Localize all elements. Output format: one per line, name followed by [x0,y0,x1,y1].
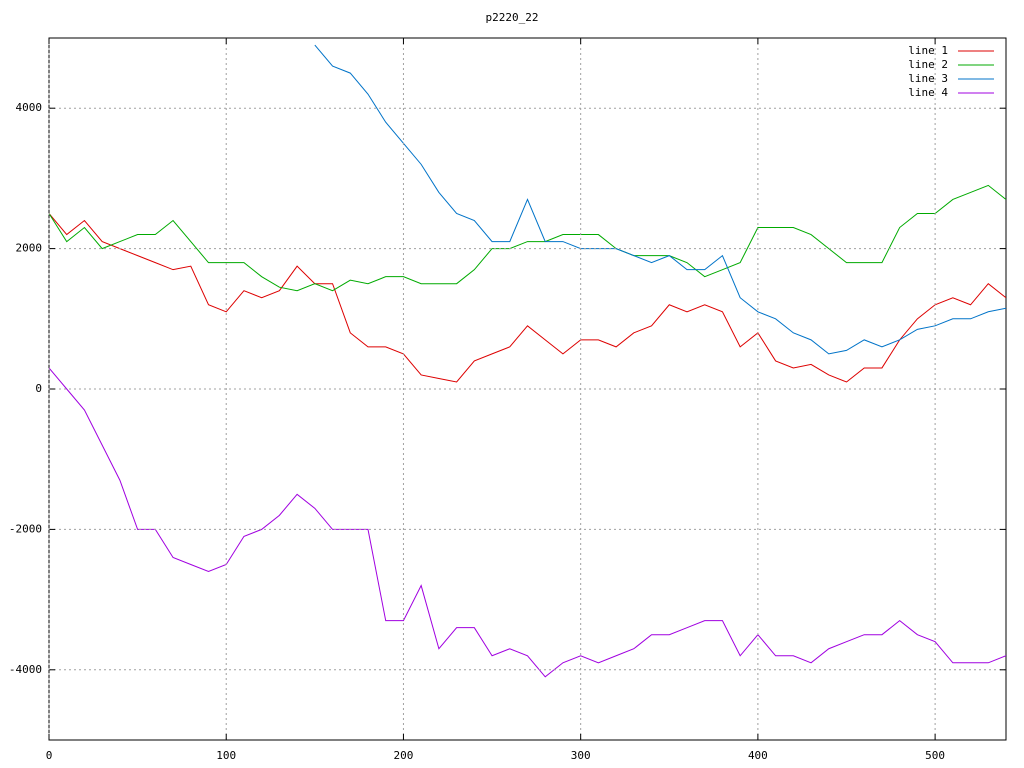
y-tick-label: -4000 [9,663,42,676]
plot-area [49,44,1006,678]
x-tick-label: 0 [46,749,53,762]
y-tick-label: 4000 [16,101,43,114]
x-tick-label: 200 [394,749,414,762]
plot-frame [48,37,1007,741]
series-line [314,44,1006,355]
x-tick-label: 400 [748,749,768,762]
series-line [49,184,1006,292]
x-tick-label: 300 [571,749,591,762]
legend-label: line 3 [908,72,948,85]
series-line [49,367,1006,678]
legend-label: line 1 [908,44,948,57]
y-tick-label: -2000 [9,522,42,535]
chart-title: p2220_22 [486,11,539,24]
y-tick-label: 2000 [16,242,43,255]
x-tick-label: 100 [216,749,236,762]
x-tick-label: 500 [925,749,945,762]
series-line [49,213,1006,383]
legend-label: line 2 [908,58,948,71]
legend-label: line 4 [908,86,948,99]
y-tick-label: 0 [35,382,42,395]
